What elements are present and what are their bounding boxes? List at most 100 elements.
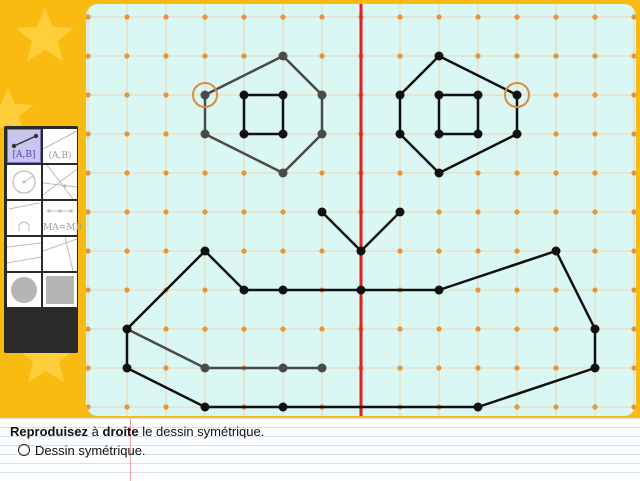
task-status-icon: [18, 444, 30, 456]
vertex-point: [239, 90, 249, 100]
grid-dot: [280, 248, 286, 254]
vertex-point: [395, 129, 405, 139]
grid-dot: [319, 170, 325, 176]
vertex-point: [317, 129, 327, 139]
left-hexagon: [203, 54, 324, 175]
grid-dot: [86, 404, 91, 410]
decorative-stars: [0, 8, 75, 382]
grid-dot: [514, 14, 520, 20]
grid-dot: [124, 287, 130, 293]
grid-dot: [241, 248, 247, 254]
grid-dot: [202, 209, 208, 215]
grid-dot: [319, 14, 325, 20]
vertex-point: [200, 90, 210, 100]
tool-intersecting-lines[interactable]: [42, 164, 78, 200]
grid-dot: [553, 326, 559, 332]
grid-dot: [163, 326, 169, 332]
grid-dot: [124, 209, 130, 215]
highlight-circle: [192, 82, 218, 108]
vertex-point: [200, 246, 210, 256]
tool-circle[interactable]: [7, 165, 41, 199]
vertex-point: [473, 90, 483, 100]
vertex-point: [122, 363, 132, 373]
star-icon: [16, 8, 74, 61]
vertex-point: [278, 285, 288, 295]
instruction-bold-2: droite: [102, 424, 139, 439]
line-icon: [42, 130, 78, 150]
grid-dot: [553, 53, 559, 59]
intersecting-lines-icon: [42, 164, 78, 200]
vertex-point: [239, 285, 249, 295]
vertex-point: [434, 168, 444, 178]
grid-dot: [86, 365, 91, 371]
grid-dot: [241, 14, 247, 20]
grid-dot: [631, 248, 636, 254]
vertex-point: [356, 246, 366, 256]
grid-dot: [241, 209, 247, 215]
tool-segment[interactable]: [A,B]: [7, 129, 41, 163]
vertex-point: [122, 324, 132, 334]
vertex-point: [278, 402, 288, 412]
grid-dot: [475, 287, 481, 293]
grid-dot: [631, 209, 636, 215]
vertex-point: [317, 363, 327, 373]
grid-dot: [86, 131, 91, 137]
grid-dot: [124, 404, 130, 410]
grid-dot: [553, 14, 559, 20]
grid-dot: [86, 14, 91, 20]
fill-disc-icon: [11, 277, 37, 303]
segment-icon: [11, 133, 39, 149]
grid-dot: [553, 209, 559, 215]
grid-dot: [631, 53, 636, 59]
grid-dot: [163, 131, 169, 137]
grid-dot: [163, 170, 169, 176]
midpoint-icon: [47, 209, 73, 213]
grid-dot: [592, 53, 598, 59]
geometry-canvas[interactable]: [86, 4, 636, 416]
tool-midpoint[interactable]: MA=MB: [43, 201, 82, 235]
vertex-point: [395, 207, 405, 217]
vertex-point: [317, 207, 327, 217]
tool-color[interactable]: [43, 273, 77, 307]
vertex-point: [512, 90, 522, 100]
task-label: Dessin symétrique.: [35, 443, 146, 458]
grid-dot: [631, 287, 636, 293]
drawing-board[interactable]: [86, 4, 636, 416]
grid-dot: [592, 14, 598, 20]
vertex-point: [590, 363, 600, 373]
tool-mirror[interactable]: [6, 237, 42, 271]
tool-segment-label: [A,B]: [12, 150, 36, 160]
grid-dot: [514, 326, 520, 332]
vertex-point: [200, 129, 210, 139]
perpendicular-icon: [42, 236, 78, 272]
right-square: [437, 93, 480, 136]
grid-dot: [553, 92, 559, 98]
instruction-rest: le dessin symétrique.: [142, 424, 265, 439]
v-right: [360, 211, 401, 252]
star-icon: [17, 330, 75, 382]
vertex-point: [239, 129, 249, 139]
vertex-point: [278, 168, 288, 178]
tool-fill[interactable]: [7, 273, 41, 307]
grid-dot: [163, 248, 169, 254]
grid-dot: [475, 365, 481, 371]
grid-dot: [553, 170, 559, 176]
grid-dot: [475, 14, 481, 20]
grid-dot: [436, 14, 442, 20]
grid-dot: [397, 53, 403, 59]
vertex-point: [434, 90, 444, 100]
vertex-point: [434, 285, 444, 295]
tool-arc[interactable]: [7, 201, 41, 235]
grid-dot: [163, 92, 169, 98]
grid-dot: [475, 326, 481, 332]
star-icon: [0, 88, 33, 133]
grid-dot: [592, 287, 598, 293]
tool-perpendicular[interactable]: [42, 236, 78, 272]
grid-dot: [631, 131, 636, 137]
tool-line[interactable]: (A,B): [42, 129, 78, 163]
arc-icon: [8, 202, 40, 231]
vertex-point: [278, 363, 288, 373]
grid-dot: [631, 326, 636, 332]
grid-dot: [86, 209, 91, 215]
grid-dot: [514, 53, 520, 59]
